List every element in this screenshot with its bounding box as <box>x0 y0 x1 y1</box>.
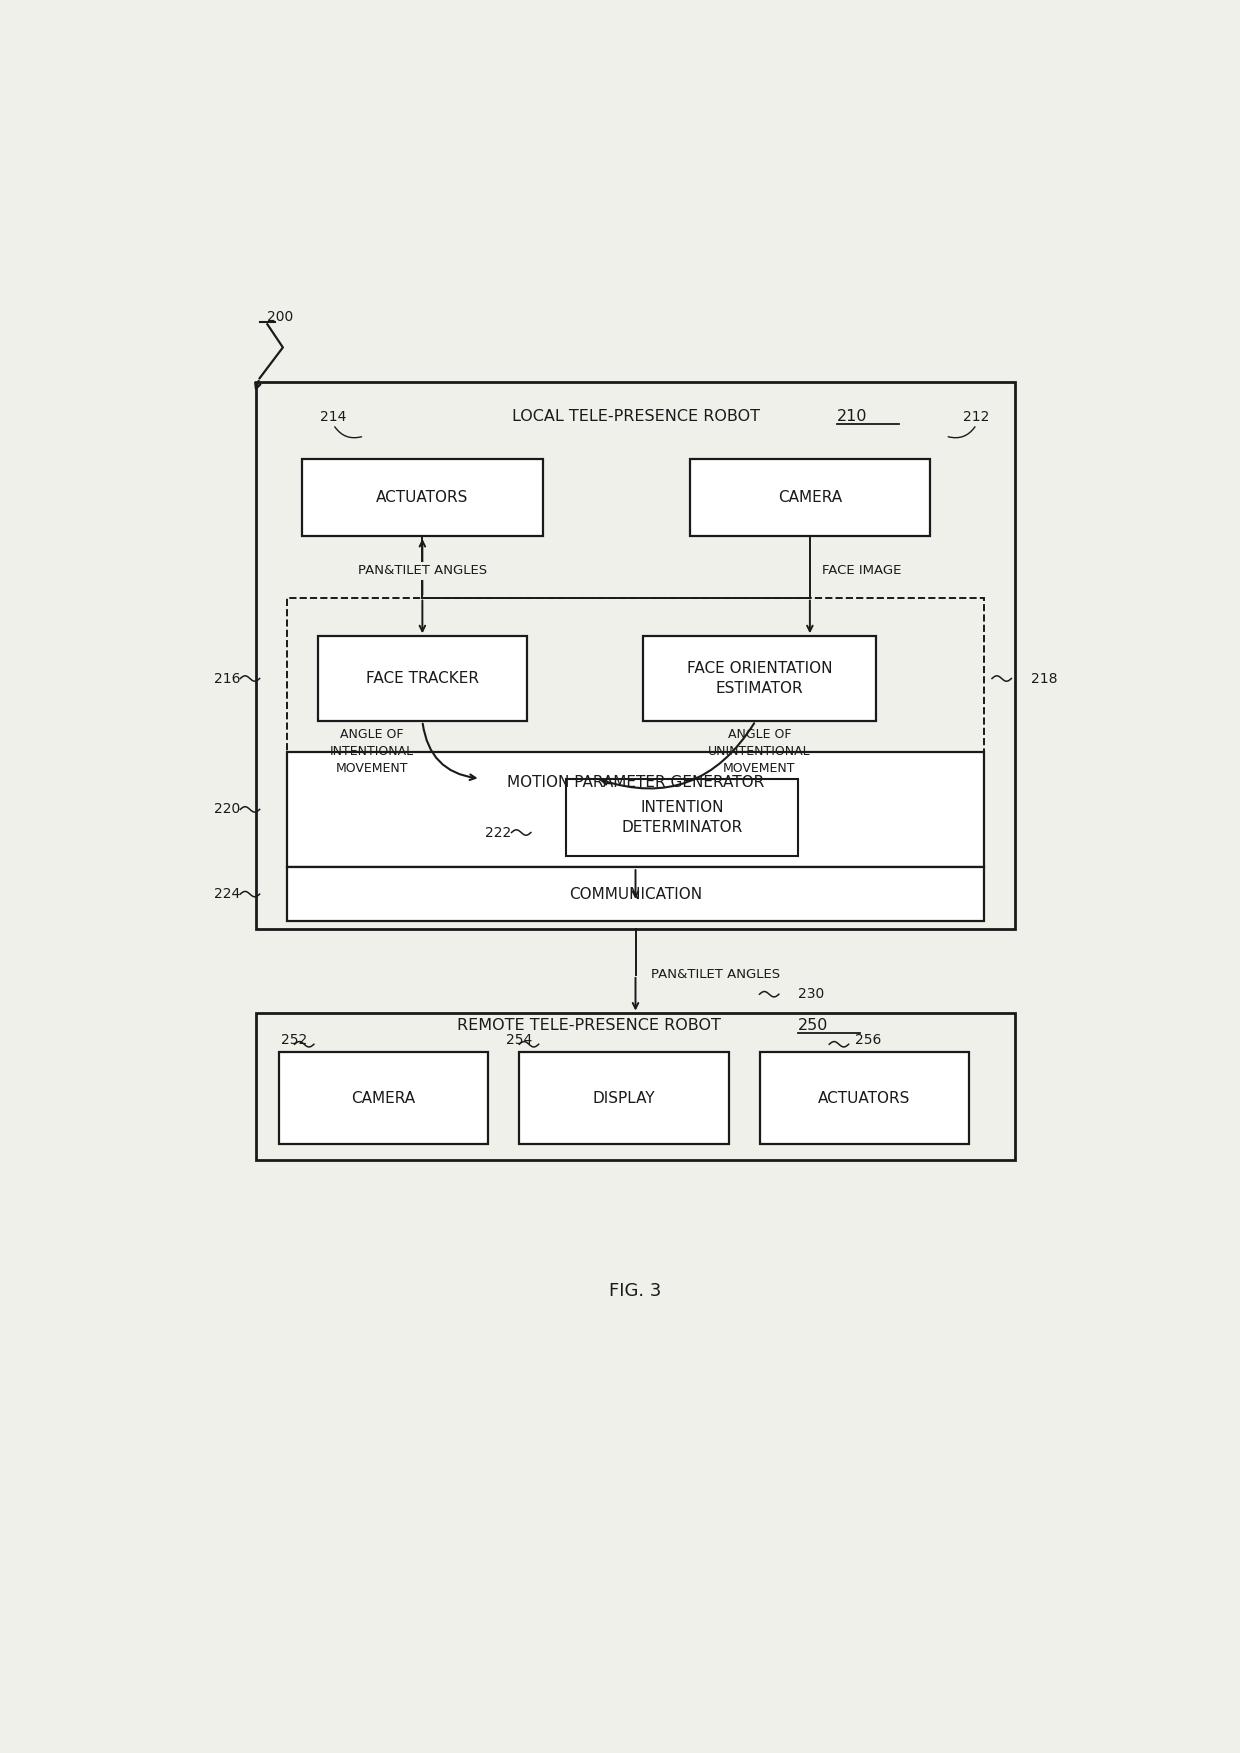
Text: FACE ORIENTATION
ESTIMATOR: FACE ORIENTATION ESTIMATOR <box>687 661 832 696</box>
Text: ANGLE OF
UNINTENTIONAL
MOVEMENT: ANGLE OF UNINTENTIONAL MOVEMENT <box>708 727 811 775</box>
Bar <box>255 1013 1016 1160</box>
Text: ANGLE OF
INTENTIONAL
MOVEMENT: ANGLE OF INTENTIONAL MOVEMENT <box>330 727 414 775</box>
Bar <box>644 636 875 720</box>
Bar <box>286 752 985 868</box>
Text: CAMERA: CAMERA <box>777 491 842 505</box>
Bar <box>279 1052 489 1145</box>
Text: 220: 220 <box>215 803 241 817</box>
Text: 250: 250 <box>799 1017 828 1033</box>
Text: MOTION PARAMETER GENERATOR: MOTION PARAMETER GENERATOR <box>507 775 764 791</box>
Bar <box>317 636 527 720</box>
Bar <box>286 868 985 920</box>
Text: ACTUATORS: ACTUATORS <box>818 1090 910 1106</box>
Text: 216: 216 <box>213 671 241 685</box>
Text: 200: 200 <box>268 310 294 324</box>
Text: PAN&TILET ANGLES: PAN&TILET ANGLES <box>358 564 487 577</box>
Text: REMOTE TELE-PRESENCE ROBOT: REMOTE TELE-PRESENCE ROBOT <box>458 1017 720 1033</box>
Text: PAN&TILET ANGLES: PAN&TILET ANGLES <box>358 564 487 577</box>
Text: LOCAL TELE-PRESENCE ROBOT: LOCAL TELE-PRESENCE ROBOT <box>511 408 759 424</box>
Text: 214: 214 <box>320 410 346 424</box>
Bar <box>565 778 799 855</box>
Text: FIG. 3: FIG. 3 <box>609 1281 662 1299</box>
Bar <box>286 598 985 882</box>
Text: COMMUNICATION: COMMUNICATION <box>569 887 702 901</box>
Text: CAMERA: CAMERA <box>352 1090 415 1106</box>
Text: 212: 212 <box>963 410 990 424</box>
Text: 230: 230 <box>799 987 825 1001</box>
Text: 218: 218 <box>1030 671 1058 685</box>
Text: INTENTION
DETERMINATOR: INTENTION DETERMINATOR <box>621 799 743 834</box>
Text: 256: 256 <box>854 1034 882 1048</box>
Text: PAN&TILET ANGLES: PAN&TILET ANGLES <box>651 968 780 982</box>
Bar <box>520 1052 729 1145</box>
Text: FACE TRACKER: FACE TRACKER <box>366 671 479 685</box>
Text: FACE IMAGE: FACE IMAGE <box>821 564 901 577</box>
Bar <box>759 1052 968 1145</box>
Bar <box>255 382 1016 929</box>
Bar <box>689 459 930 536</box>
Text: 222: 222 <box>485 826 511 840</box>
Text: 254: 254 <box>506 1034 532 1048</box>
Text: 224: 224 <box>215 887 241 901</box>
Text: ACTUATORS: ACTUATORS <box>376 491 469 505</box>
Text: 210: 210 <box>837 408 868 424</box>
Bar <box>303 459 543 536</box>
Text: DISPLAY: DISPLAY <box>593 1090 655 1106</box>
Text: 252: 252 <box>281 1034 308 1048</box>
